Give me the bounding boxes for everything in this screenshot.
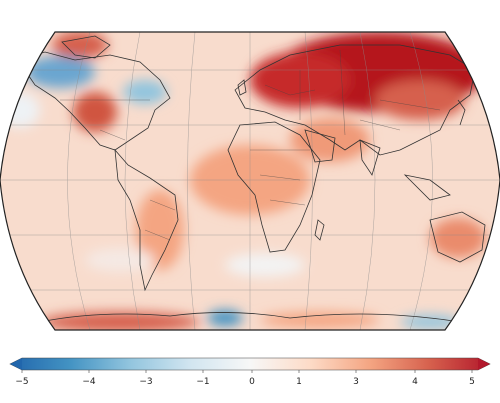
colorbar-svg: −5 −4 −3 −1 0 1 3 4 5 xyxy=(9,357,491,387)
colorbar-tick-label: 5 xyxy=(469,377,475,387)
colorbar: −5 −4 −3 −1 0 1 3 4 5 xyxy=(0,345,500,403)
colorbar-ticks: −5 −4 −3 −1 0 1 3 4 5 xyxy=(15,370,475,387)
country-borders xyxy=(60,49,441,241)
madagascar-coast xyxy=(314,219,325,241)
japan-coast xyxy=(457,99,466,126)
colorbar-tick-label: 3 xyxy=(353,377,359,387)
antarctica-cool-east xyxy=(400,315,460,329)
colorbar-tick-label: −4 xyxy=(82,377,96,387)
colorbar-tick-label: −5 xyxy=(15,377,28,387)
colorbar-tick-label: 1 xyxy=(296,377,302,387)
antarctica-cool xyxy=(207,310,243,326)
colorbar-tick-label: 0 xyxy=(249,377,255,387)
south-ocean-neutral xyxy=(225,253,305,277)
indonesia-coast xyxy=(403,174,451,201)
greenland-coast xyxy=(61,35,111,59)
usa-warm xyxy=(73,92,117,132)
west-antarctica-warm xyxy=(40,312,200,330)
arabia-coast xyxy=(304,129,336,163)
map-svg xyxy=(0,31,500,331)
colorbar-bar xyxy=(9,357,491,371)
india-coast xyxy=(359,139,381,176)
coastlines xyxy=(17,35,486,330)
africa-coast xyxy=(227,121,321,253)
eurasia-coast xyxy=(234,44,476,156)
colorbar-tick-label: −3 xyxy=(139,377,152,387)
south-pacific-neutral xyxy=(85,248,155,272)
canada-cool xyxy=(25,56,95,88)
australia-warm xyxy=(430,218,486,258)
australia-coast xyxy=(429,211,486,263)
antarctica-coast xyxy=(39,312,481,330)
south-america-warm xyxy=(136,190,184,270)
east-asia-warm xyxy=(375,80,465,120)
globe xyxy=(0,32,500,330)
uk-coast xyxy=(237,79,247,96)
globe-outline xyxy=(0,31,500,331)
eastern-canada-cool xyxy=(123,80,167,104)
south-america-coast xyxy=(114,148,179,292)
graticule xyxy=(0,32,500,330)
greenland-warm xyxy=(52,32,108,59)
colorbar-max-arrow xyxy=(478,358,490,370)
east-antarctica-warm xyxy=(260,312,380,328)
colorbar-min-arrow xyxy=(10,358,22,370)
colorbar-tick-label: −1 xyxy=(196,377,209,387)
colorbar-tick-label: 4 xyxy=(412,377,418,387)
north-america-coast xyxy=(17,51,171,151)
anomaly-map xyxy=(0,31,500,331)
